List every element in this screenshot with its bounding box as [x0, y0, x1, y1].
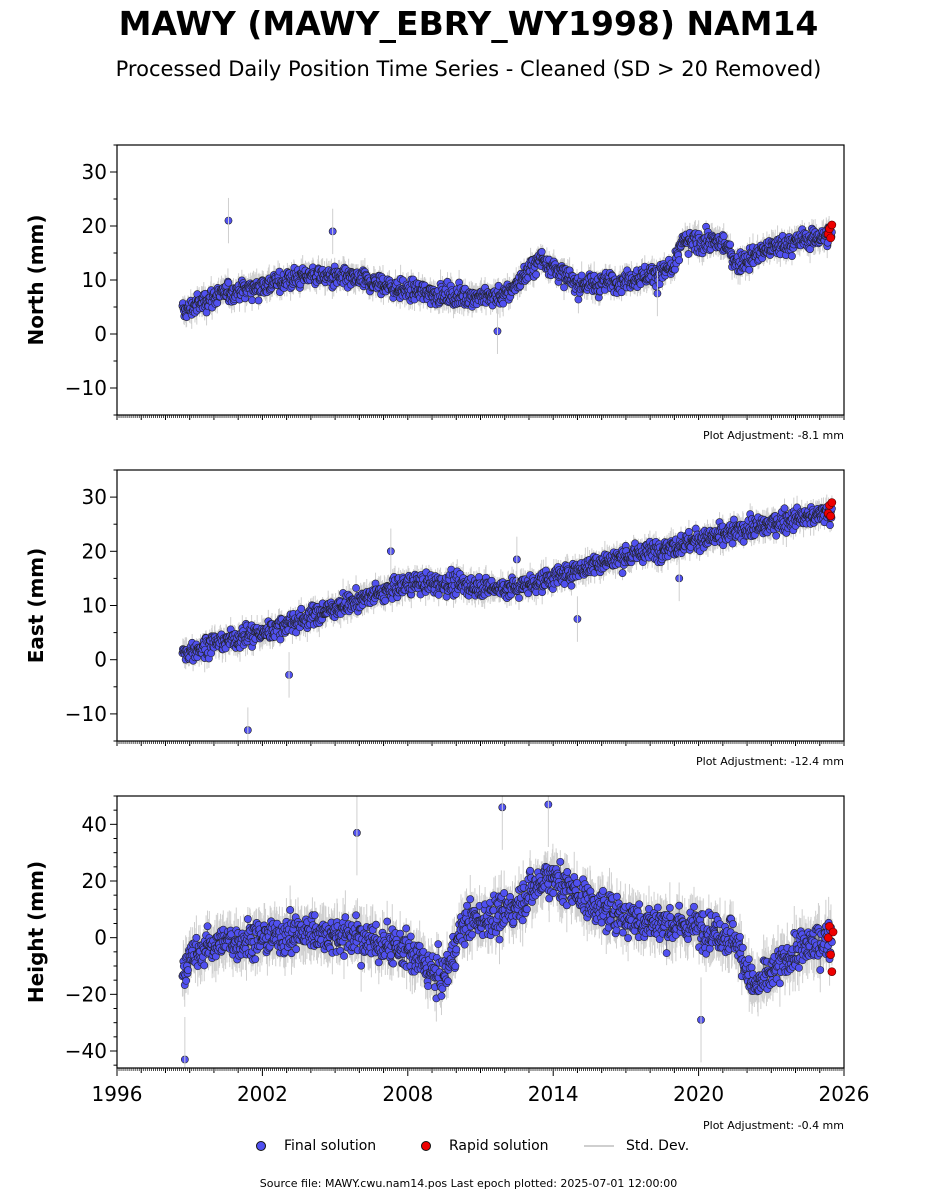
final-solution-point [617, 288, 626, 297]
y-tick-label: 30 [82, 160, 107, 184]
final-solution-point [684, 250, 693, 258]
final-solution-point [577, 271, 586, 280]
final-solution-points [178, 503, 836, 735]
final-solution-point [532, 270, 541, 279]
final-solution-point [352, 584, 360, 592]
chart-subtitle: Processed Daily Position Time Series - C… [115, 57, 822, 81]
final-solution-point [788, 252, 796, 260]
final-solution-point [224, 278, 233, 287]
final-solution-point [560, 283, 568, 292]
chart-title: MAWY (MAWY_EBRY_WY1998) NAM14 [118, 4, 819, 43]
final-solution-point [745, 265, 754, 274]
final-solution-point [248, 296, 256, 305]
final-solution-point [297, 604, 306, 613]
final-solution-point [499, 299, 508, 308]
final-solution-point [254, 296, 263, 305]
final-solution-point [276, 635, 285, 644]
rapid-solution-point [827, 220, 837, 230]
panel-north: −10 0 10 20 30 North (mm) [24, 144, 845, 420]
y-tick-label: 10 [82, 268, 107, 292]
final-solution-point [574, 295, 583, 304]
final-solution-point [537, 248, 546, 256]
final-solution-points [178, 216, 836, 336]
y-tick-label: 0 [94, 322, 107, 346]
plot-area [178, 494, 837, 741]
final-solution-point [806, 245, 814, 254]
plot-area [178, 197, 837, 354]
final-solution-point [292, 628, 301, 637]
final-solution-point [726, 240, 735, 249]
rapid-solution-points [823, 220, 837, 243]
y-tick-label: 20 [82, 214, 107, 238]
rapid-solution-point [826, 233, 835, 243]
y-tick-label: −10 [65, 376, 107, 400]
y-axis-label: North (mm) [24, 214, 48, 345]
final-solution-point [719, 232, 728, 241]
final-solution-point [675, 256, 684, 265]
